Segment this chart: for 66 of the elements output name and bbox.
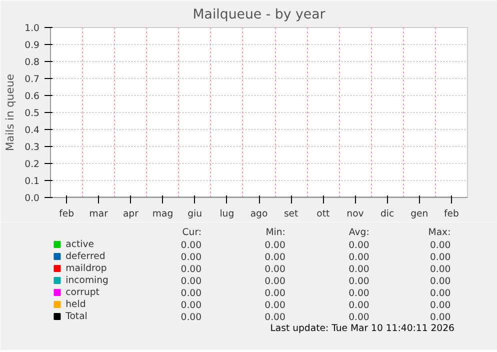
text: 0.00 — [180, 252, 202, 263]
text: 0.00 — [430, 240, 451, 251]
chart-title: Mailqueue - by year — [192, 8, 326, 22]
x-tick-label: ago — [250, 208, 268, 220]
text: 0.00 — [430, 312, 451, 323]
text: 0.00 — [430, 300, 451, 311]
y-tick-label: 0.8 — [24, 57, 40, 68]
text: 0.00 — [348, 276, 370, 287]
text: Max: — [428, 227, 451, 238]
text: 0.00 — [348, 312, 370, 323]
x-tick-label: ott — [316, 208, 330, 220]
text: 0.00 — [430, 288, 451, 299]
y-tick-label: 0.3 — [24, 142, 40, 153]
text: 0.00 — [180, 312, 202, 323]
x-tick-label: nov — [346, 208, 364, 220]
text: Avg: — [348, 227, 370, 238]
text: 0.00 — [264, 312, 286, 323]
y-tick-label: 0.1 — [24, 176, 40, 187]
text: 0.00 — [430, 264, 451, 275]
legend-label: incoming — [66, 275, 109, 286]
legend-label: active — [66, 239, 94, 250]
y-tick-label: 0.7 — [24, 74, 40, 85]
x-tick-label: feb — [59, 208, 74, 220]
text: 0.00 — [430, 252, 451, 263]
text: 0.00 — [264, 240, 286, 251]
legend-label: maildrop — [66, 263, 107, 274]
x-tick-label: mag — [152, 208, 174, 220]
text: 0.00 — [348, 264, 370, 275]
y-tick-label: 0.5 — [24, 108, 40, 119]
legend-label: corrupt — [66, 287, 100, 298]
x-tick-label: lug — [220, 208, 234, 220]
x-tick-label: dic — [380, 208, 394, 220]
text: 0.00 — [348, 240, 370, 251]
text: 0.00 — [264, 288, 286, 299]
text: 0.00 — [180, 264, 202, 275]
y-tick-label: 0.2 — [24, 159, 40, 170]
y-tick-label: 0.6 — [24, 91, 40, 102]
text: 0.00 — [430, 276, 451, 287]
x-tick-label: feb — [444, 208, 460, 220]
text: Min: — [266, 227, 286, 238]
text: 0.00 — [264, 276, 286, 287]
text: 0.00 — [180, 240, 202, 251]
y-tick-label: 1.0 — [24, 23, 40, 34]
y-tick-label: 0.9 — [24, 40, 40, 51]
x-tick-label: giu — [188, 208, 202, 220]
text: 0.00 — [264, 264, 286, 275]
y-tick-label: 0.4 — [24, 125, 40, 136]
text: 0.00 — [348, 252, 370, 263]
legend-label: deferred — [66, 251, 106, 262]
text: 0.00 — [348, 288, 370, 299]
x-tick-label: set — [284, 208, 299, 220]
legend-label: Total — [64, 311, 88, 322]
text: Cur: — [182, 227, 202, 238]
x-tick-label: mar — [89, 208, 108, 220]
y-tick-label: 0.0 — [24, 193, 40, 204]
x-tick-label: gen — [410, 208, 428, 220]
text: 0.00 — [348, 300, 370, 311]
text: 0.00 — [180, 300, 202, 311]
text: 0.00 — [264, 252, 286, 263]
text: 0.00 — [264, 300, 286, 311]
y-axis-title: Mails in queue — [4, 74, 17, 152]
x-tick-label: apr — [122, 208, 139, 220]
legend-label: held — [66, 299, 86, 310]
text: 0.00 — [180, 276, 202, 287]
text: 0.00 — [180, 288, 202, 299]
text: Last update: Tue Mar 10 11:40:11 2026 — [270, 323, 455, 334]
